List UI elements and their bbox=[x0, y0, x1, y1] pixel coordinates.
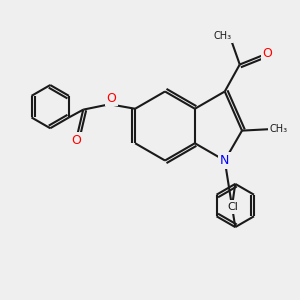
Text: CH₃: CH₃ bbox=[270, 124, 288, 134]
Text: CH₃: CH₃ bbox=[213, 31, 231, 41]
Text: O: O bbox=[71, 134, 81, 147]
Text: O: O bbox=[263, 47, 273, 61]
Text: Cl: Cl bbox=[227, 202, 238, 212]
Text: N: N bbox=[220, 154, 230, 167]
Text: O: O bbox=[106, 92, 116, 105]
